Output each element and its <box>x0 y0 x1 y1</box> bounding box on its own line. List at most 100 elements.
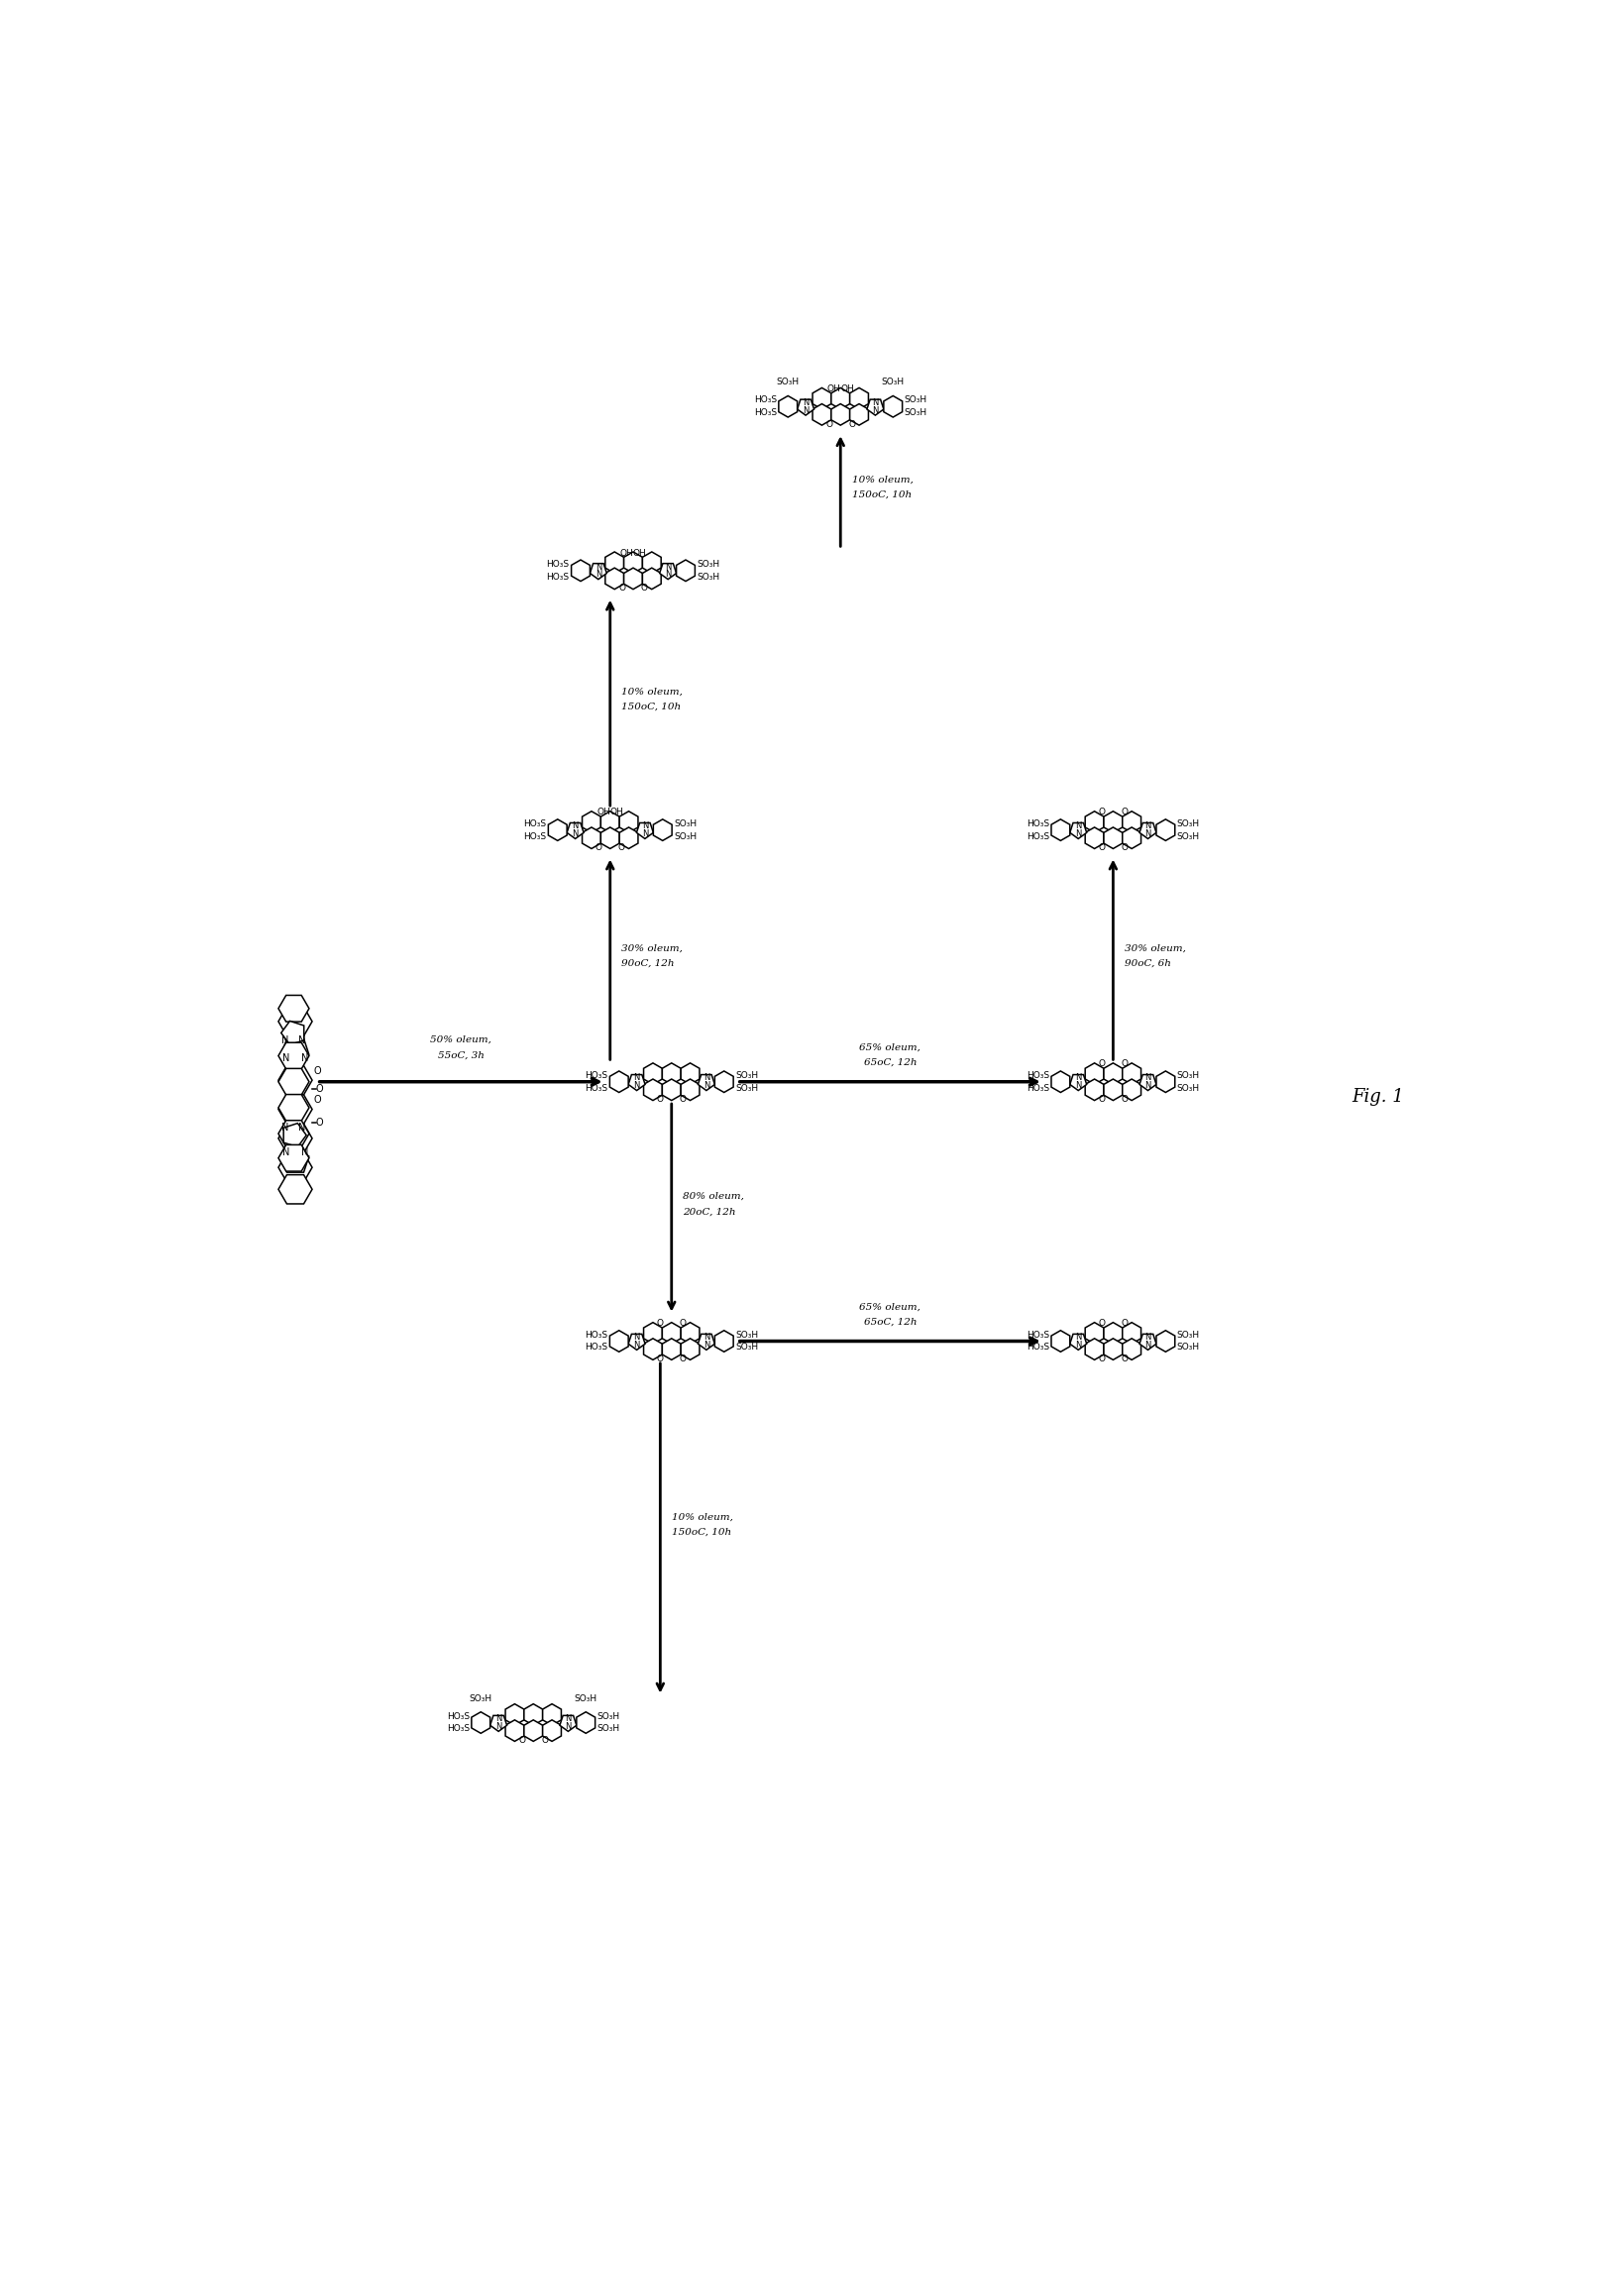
Text: SO₃H: SO₃H <box>1176 819 1199 828</box>
Text: N: N <box>283 1147 289 1158</box>
Polygon shape <box>601 812 619 833</box>
Text: 65oC, 12h: 65oC, 12h <box>862 1058 916 1067</box>
Polygon shape <box>1103 812 1122 833</box>
Text: HO₃S: HO₃S <box>1026 1331 1049 1340</box>
Text: O: O <box>1098 1319 1104 1329</box>
Polygon shape <box>1085 1322 1103 1345</box>
Text: N: N <box>281 1122 289 1133</box>
Text: N: N <box>1143 821 1150 830</box>
Text: O: O <box>1121 808 1127 817</box>
Polygon shape <box>1138 1074 1156 1090</box>
Text: N: N <box>572 830 578 837</box>
Polygon shape <box>1122 812 1140 833</box>
Text: SO₃H: SO₃H <box>596 1711 620 1720</box>
Polygon shape <box>278 1069 309 1094</box>
Text: N: N <box>872 405 879 414</box>
Text: N: N <box>633 1074 640 1083</box>
Polygon shape <box>643 1078 663 1101</box>
Text: N: N <box>633 1081 640 1090</box>
Polygon shape <box>830 387 849 410</box>
Polygon shape <box>698 1333 715 1349</box>
Polygon shape <box>278 1119 309 1147</box>
Text: HO₃S: HO₃S <box>1026 1342 1049 1351</box>
Text: 65% oleum,: 65% oleum, <box>859 1301 921 1310</box>
Text: HO₃S: HO₃S <box>447 1711 469 1720</box>
Polygon shape <box>641 553 661 573</box>
Polygon shape <box>505 1704 523 1724</box>
Polygon shape <box>278 1065 312 1094</box>
Polygon shape <box>715 1331 732 1351</box>
Polygon shape <box>1051 819 1069 842</box>
Polygon shape <box>1138 824 1156 839</box>
Text: OH: OH <box>840 384 854 394</box>
Polygon shape <box>866 400 883 416</box>
Polygon shape <box>628 1074 645 1090</box>
Text: OH: OH <box>619 548 633 557</box>
Polygon shape <box>281 1147 309 1172</box>
Text: O: O <box>1098 844 1104 853</box>
Polygon shape <box>278 1042 309 1069</box>
Text: O: O <box>679 1094 685 1103</box>
Text: SO₃H: SO₃H <box>736 1342 758 1351</box>
Text: 10% oleum,: 10% oleum, <box>851 475 913 485</box>
Text: N: N <box>1075 1333 1082 1342</box>
Text: HO₃S: HO₃S <box>585 1342 607 1351</box>
Text: N: N <box>1075 1074 1082 1083</box>
Text: O: O <box>1121 844 1127 853</box>
Polygon shape <box>281 1037 309 1065</box>
Text: SO₃H: SO₃H <box>776 378 799 387</box>
Text: 150oC, 10h: 150oC, 10h <box>671 1527 731 1536</box>
Text: HO₃S: HO₃S <box>585 1331 607 1340</box>
Polygon shape <box>1103 1062 1122 1085</box>
Polygon shape <box>637 824 653 839</box>
Text: N: N <box>594 562 601 571</box>
Polygon shape <box>1085 812 1103 833</box>
Polygon shape <box>812 387 830 410</box>
Text: O: O <box>541 1736 547 1745</box>
Text: N: N <box>664 569 671 578</box>
Polygon shape <box>281 1021 304 1044</box>
Polygon shape <box>680 1062 698 1085</box>
Polygon shape <box>490 1715 507 1731</box>
Polygon shape <box>797 400 814 416</box>
Polygon shape <box>680 1338 698 1360</box>
Polygon shape <box>559 1715 577 1731</box>
Polygon shape <box>278 994 309 1021</box>
Polygon shape <box>1122 1078 1140 1101</box>
Polygon shape <box>1085 1338 1103 1360</box>
Polygon shape <box>1051 1331 1069 1351</box>
Text: N: N <box>1143 1333 1150 1342</box>
Text: N: N <box>1143 1340 1150 1349</box>
Polygon shape <box>572 560 590 580</box>
Text: SO₃H: SO₃H <box>736 1083 758 1092</box>
Text: O: O <box>656 1354 663 1363</box>
Text: O: O <box>313 1067 322 1076</box>
Polygon shape <box>653 819 672 842</box>
Text: SO₃H: SO₃H <box>1176 833 1199 842</box>
Text: OH: OH <box>609 808 624 817</box>
Text: N: N <box>299 1035 305 1046</box>
Text: N: N <box>1075 1081 1082 1090</box>
Text: N: N <box>572 821 578 830</box>
Polygon shape <box>609 1331 628 1351</box>
Text: HO₃S: HO₃S <box>585 1083 607 1092</box>
Text: O: O <box>640 585 648 592</box>
Text: N: N <box>281 1035 289 1046</box>
Text: O: O <box>848 419 854 428</box>
Text: SO₃H: SO₃H <box>573 1695 598 1704</box>
Polygon shape <box>849 387 867 410</box>
Text: OH: OH <box>633 548 646 557</box>
Polygon shape <box>812 405 830 425</box>
Polygon shape <box>619 812 638 833</box>
Text: SO₃H: SO₃H <box>903 396 927 405</box>
Text: SO₃H: SO₃H <box>697 573 719 582</box>
Text: N: N <box>802 398 809 407</box>
Polygon shape <box>628 1333 645 1349</box>
Polygon shape <box>278 1124 312 1153</box>
Text: N: N <box>594 569 601 578</box>
Text: SO₃H: SO₃H <box>697 560 719 569</box>
Polygon shape <box>643 1322 663 1345</box>
Polygon shape <box>1069 824 1086 839</box>
Text: O: O <box>825 419 831 428</box>
Polygon shape <box>659 564 676 580</box>
